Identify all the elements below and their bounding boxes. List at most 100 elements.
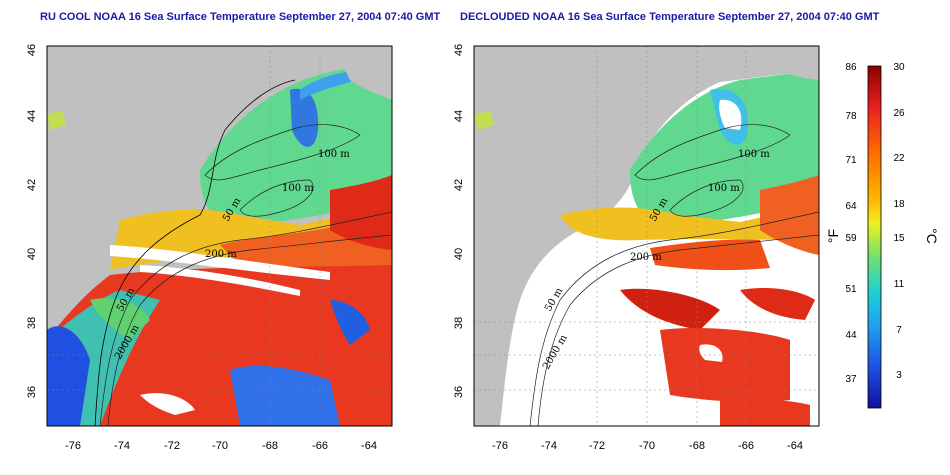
warm-patch xyxy=(720,399,810,426)
y-tick-label: 44 xyxy=(26,110,38,122)
right-x-axis: -76 -74 -72 -70 -68 -66 -64 xyxy=(492,440,803,452)
cloud-blue-patch xyxy=(330,300,370,345)
cloud-blue-patch xyxy=(230,365,340,426)
warm-patch xyxy=(660,328,790,403)
fahrenheit-tick: 86 xyxy=(845,62,857,73)
celsius-tick: 11 xyxy=(894,279,905,290)
x-tick-label: -64 xyxy=(361,440,377,452)
contour-label: 100 m xyxy=(738,149,770,160)
cloud-blue-patch xyxy=(47,326,90,426)
grid xyxy=(47,46,392,426)
isobath-line xyxy=(204,124,361,181)
celsius-tick: 15 xyxy=(893,233,905,244)
sable-green xyxy=(47,110,66,130)
y-tick-label: 42 xyxy=(26,179,38,191)
contour-label: 200 m xyxy=(205,249,237,260)
y-tick-label: 46 xyxy=(453,44,465,56)
colorbar xyxy=(867,65,882,409)
gulf-of-maine-water xyxy=(630,70,819,226)
x-tick-label: -76 xyxy=(492,440,508,452)
fahrenheit-tick: 78 xyxy=(845,111,857,122)
nova-scotia-land xyxy=(760,46,819,80)
green-patch xyxy=(90,298,150,340)
contour-label: 100 m xyxy=(282,183,314,194)
x-tick-label: -72 xyxy=(164,440,180,452)
cloud-patch xyxy=(140,393,195,415)
y-tick-label: 38 xyxy=(26,317,38,329)
contour-label: 200 m xyxy=(630,252,662,263)
grid xyxy=(474,46,819,426)
isobath-line xyxy=(239,179,314,217)
isobath-line xyxy=(537,234,819,426)
coastline xyxy=(94,79,296,426)
cold-core xyxy=(290,88,319,147)
x-tick-label: -70 xyxy=(212,440,228,452)
left-panel-title: RU COOL NOAA 16 Sea Surface Temperature … xyxy=(40,11,441,23)
y-tick-label: 36 xyxy=(26,386,38,398)
gulf-of-maine-water xyxy=(200,60,392,226)
nova-scotia-land xyxy=(340,46,392,100)
y-tick-label: 38 xyxy=(453,317,465,329)
x-tick-label: -76 xyxy=(65,440,81,452)
warm-patch xyxy=(740,288,815,320)
right-map xyxy=(474,46,819,426)
left-map-frame xyxy=(46,45,393,427)
colorbar-fahrenheit-ticks: 86 78 71 64 59 51 44 37 xyxy=(845,62,857,385)
y-tick-label: 40 xyxy=(26,248,38,260)
fahrenheit-tick: 64 xyxy=(845,201,857,212)
fahrenheit-tick: 37 xyxy=(845,374,857,385)
shelf-yellow xyxy=(560,205,819,241)
cloud-patch xyxy=(699,344,723,362)
eastern-warm xyxy=(330,175,392,250)
x-tick-label: -68 xyxy=(689,440,705,452)
y-tick-label: 36 xyxy=(453,386,465,398)
warm-patch xyxy=(650,239,770,271)
y-tick-label: 40 xyxy=(453,248,465,260)
isobath-line xyxy=(99,211,392,426)
left-x-axis: -76 -74 -72 -70 -68 -66 -64 xyxy=(65,440,377,452)
x-tick-label: -74 xyxy=(114,440,130,452)
x-tick-label: -66 xyxy=(312,440,328,452)
celsius-tick: 30 xyxy=(893,62,905,73)
warm-patch xyxy=(620,288,720,330)
contour-label: 100 m xyxy=(708,183,740,194)
colorbar-celsius-ticks: 30 26 22 18 15 11 7 3 xyxy=(893,62,905,381)
celsius-tick: 18 xyxy=(893,199,905,210)
cloud-streak xyxy=(110,245,330,280)
fahrenheit-tick: 44 xyxy=(845,330,857,341)
fahrenheit-tick: 71 xyxy=(845,155,857,166)
contour-label: 100 m xyxy=(318,149,350,160)
x-tick-label: -74 xyxy=(541,440,557,452)
right-map-frame xyxy=(473,45,820,427)
fahrenheit-unit-label: °F xyxy=(825,229,841,243)
y-tick-label: 42 xyxy=(453,179,465,191)
right-panel-title: DECLOUDED NOAA 16 Sea Surface Temperatur… xyxy=(460,11,880,23)
right-y-axis: 36 38 40 42 44 46 xyxy=(453,44,465,398)
celsius-unit-label: °C xyxy=(924,228,940,244)
celsius-tick: 7 xyxy=(896,325,902,336)
x-tick-label: -70 xyxy=(639,440,655,452)
fahrenheit-tick: 51 xyxy=(845,284,857,295)
land-mass xyxy=(474,46,819,426)
cloud-patch xyxy=(719,99,742,130)
left-y-axis: 36 38 40 42 44 46 xyxy=(26,44,38,398)
left-map xyxy=(47,46,392,426)
celsius-tick: 26 xyxy=(893,108,905,119)
sable-green xyxy=(474,110,494,130)
y-tick-label: 44 xyxy=(453,110,465,122)
cloud-streak xyxy=(140,265,300,296)
bay-of-fundy xyxy=(300,70,360,100)
fahrenheit-tick: 59 xyxy=(845,233,857,244)
celsius-tick: 22 xyxy=(893,153,905,164)
isobath-line xyxy=(634,124,791,181)
isobath-line xyxy=(669,179,744,217)
x-tick-label: -72 xyxy=(589,440,605,452)
eastern-warm xyxy=(760,175,819,255)
x-tick-label: -66 xyxy=(738,440,754,452)
isobath-line xyxy=(529,211,819,426)
y-tick-label: 46 xyxy=(26,44,38,56)
x-tick-label: -64 xyxy=(787,440,803,452)
celsius-tick: 3 xyxy=(896,370,902,381)
x-tick-label: -68 xyxy=(262,440,278,452)
